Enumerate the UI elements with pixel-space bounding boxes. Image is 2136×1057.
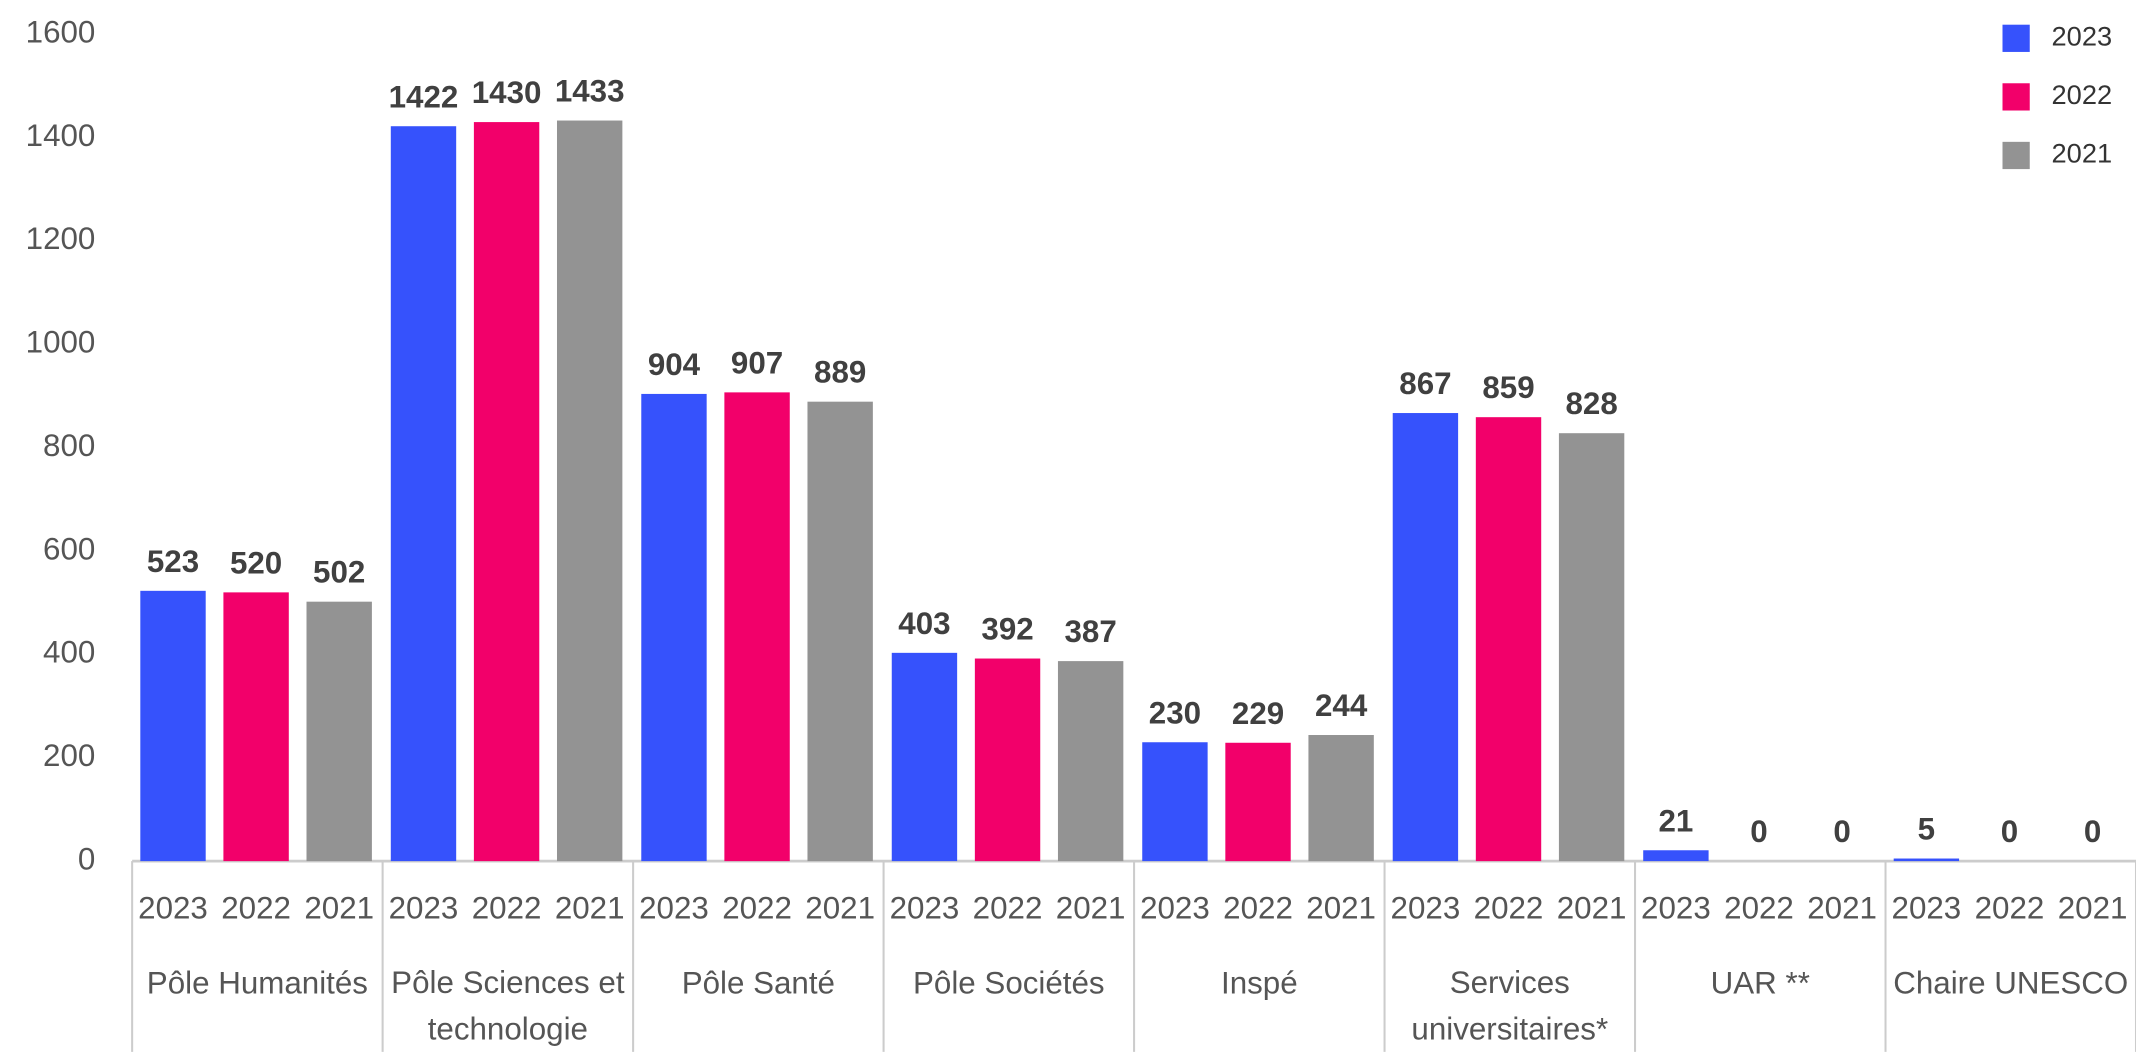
- category-label: UAR **: [1711, 965, 1810, 1000]
- legend-label: 2022: [2052, 79, 2113, 110]
- data-label: 907: [731, 345, 783, 380]
- y-tick-label: 1200: [26, 221, 96, 256]
- data-label: 859: [1482, 370, 1534, 405]
- series-sub-label: 2022: [722, 890, 792, 925]
- y-tick-label: 200: [43, 738, 95, 773]
- series-sub-label: 2023: [389, 890, 459, 925]
- legend-swatch: [2002, 141, 2030, 170]
- series-sub-label: 2021: [1306, 890, 1376, 925]
- data-label: 0: [2001, 814, 2018, 849]
- bar: [306, 601, 372, 862]
- data-label: 387: [1065, 614, 1117, 649]
- bar: [473, 122, 540, 862]
- bar: [556, 120, 623, 862]
- bar: [1893, 858, 1960, 862]
- legend-label: 2021: [2052, 138, 2113, 169]
- series-sub-label: 2021: [805, 890, 875, 925]
- series-sub-label: 2021: [304, 890, 374, 925]
- series-sub-label: 2022: [1724, 890, 1794, 925]
- y-tick-label: 0: [78, 841, 95, 876]
- category-label: Pôle Sociétés: [913, 965, 1105, 1000]
- y-tick-label: 1400: [26, 118, 96, 153]
- data-label: 1433: [555, 74, 625, 109]
- y-tick-label: 400: [43, 635, 95, 670]
- data-label: 403: [898, 606, 950, 641]
- bar: [1392, 413, 1459, 862]
- data-label: 5: [1918, 812, 1935, 847]
- bar: [724, 392, 790, 862]
- bar: [807, 401, 873, 862]
- data-label: 1422: [389, 79, 459, 114]
- category-label: Pôle Sciences et technologie: [391, 965, 625, 1046]
- y-tick-label: 1000: [26, 325, 96, 360]
- bar: [974, 658, 1041, 862]
- data-label: 0: [1833, 814, 1850, 849]
- data-label: 230: [1149, 695, 1201, 730]
- category-label: Pôle Humanités: [147, 965, 368, 1000]
- series-sub-label: 2023: [1140, 890, 1210, 925]
- data-label: 523: [147, 544, 199, 579]
- data-label: 502: [313, 555, 365, 590]
- legend-swatch: [2002, 24, 2030, 52]
- bar: [390, 126, 457, 862]
- bar: [891, 652, 958, 862]
- bar: [1308, 735, 1374, 862]
- bar: [1558, 433, 1625, 862]
- bar: [1225, 742, 1291, 862]
- series-sub-label: 2021: [1056, 890, 1126, 925]
- bar: [1475, 417, 1542, 862]
- series-sub-label: 2023: [1641, 890, 1711, 925]
- data-label: 244: [1315, 688, 1368, 723]
- data-label: 520: [230, 545, 282, 580]
- y-tick-label: 1600: [26, 15, 96, 50]
- series-sub-label: 2023: [138, 890, 208, 925]
- series-sub-label: 2023: [1892, 890, 1962, 925]
- y-tick-label: 800: [43, 428, 95, 463]
- data-label: 0: [2084, 814, 2101, 849]
- bar: [1643, 850, 1709, 862]
- series-sub-label: 2023: [890, 890, 960, 925]
- data-label: 1430: [472, 75, 542, 110]
- data-label: 867: [1399, 366, 1451, 401]
- bar: [1057, 661, 1124, 862]
- series-sub-label: 2021: [1807, 890, 1877, 925]
- category-label: Services universitaires*: [1411, 965, 1608, 1046]
- data-label: 828: [1565, 386, 1617, 421]
- series-sub-label: 2022: [221, 890, 291, 925]
- data-label: 21: [1658, 803, 1693, 838]
- bar: [223, 592, 289, 862]
- data-label: 889: [814, 355, 866, 390]
- series-sub-label: 2021: [1557, 890, 1627, 925]
- series-sub-label: 2022: [1975, 890, 2045, 925]
- data-label: 392: [981, 612, 1033, 647]
- series-sub-label: 2022: [472, 890, 542, 925]
- series-sub-label: 2023: [639, 890, 709, 925]
- series-sub-label: 2021: [2058, 890, 2128, 925]
- category-label: Pôle Santé: [682, 965, 835, 1000]
- bar: [641, 393, 707, 862]
- series-sub-label: 2022: [1223, 890, 1293, 925]
- category-label: Chaire UNESCO: [1893, 965, 2128, 1000]
- series-sub-label: 2021: [555, 890, 625, 925]
- legend-label: 2023: [2052, 21, 2113, 52]
- data-label: 0: [1750, 814, 1767, 849]
- data-label: 229: [1232, 696, 1284, 731]
- legend-swatch: [2002, 83, 2030, 111]
- y-tick-label: 600: [43, 531, 95, 566]
- category-label: Inspé: [1221, 965, 1298, 1000]
- bar: [1142, 742, 1208, 862]
- series-sub-label: 2023: [1391, 890, 1461, 925]
- series-sub-label: 2022: [973, 890, 1043, 925]
- bar: [140, 590, 206, 862]
- data-label: 904: [648, 347, 701, 382]
- series-sub-label: 2022: [1474, 890, 1544, 925]
